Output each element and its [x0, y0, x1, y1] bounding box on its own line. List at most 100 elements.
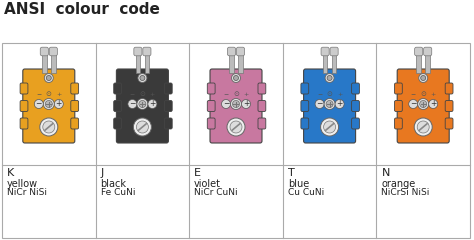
FancyBboxPatch shape	[71, 83, 79, 94]
FancyBboxPatch shape	[394, 118, 402, 129]
Circle shape	[315, 100, 324, 108]
FancyBboxPatch shape	[143, 47, 151, 56]
Text: ⊙: ⊙	[327, 91, 333, 97]
Text: −: −	[410, 100, 416, 108]
FancyBboxPatch shape	[301, 118, 309, 129]
FancyBboxPatch shape	[258, 118, 266, 129]
Text: ⊙: ⊙	[233, 91, 239, 97]
FancyBboxPatch shape	[49, 47, 57, 56]
Circle shape	[414, 118, 432, 136]
FancyBboxPatch shape	[207, 118, 215, 129]
Circle shape	[55, 100, 64, 108]
Text: yellow: yellow	[7, 179, 38, 189]
FancyBboxPatch shape	[20, 83, 28, 94]
Bar	[238, 51, 243, 73]
Circle shape	[133, 118, 151, 136]
Text: E: E	[194, 168, 201, 178]
Circle shape	[325, 73, 334, 83]
Text: +: +	[150, 91, 155, 96]
Text: −: −	[129, 100, 136, 108]
Text: T: T	[288, 168, 294, 178]
FancyBboxPatch shape	[164, 83, 172, 94]
Circle shape	[44, 73, 53, 83]
FancyBboxPatch shape	[23, 69, 75, 143]
FancyBboxPatch shape	[321, 47, 329, 56]
Circle shape	[419, 101, 427, 108]
Circle shape	[327, 76, 332, 80]
FancyBboxPatch shape	[394, 101, 402, 112]
Bar	[332, 51, 337, 73]
Text: +: +	[243, 100, 249, 108]
Circle shape	[324, 98, 335, 109]
Bar	[51, 51, 55, 73]
FancyBboxPatch shape	[207, 83, 215, 94]
Circle shape	[428, 100, 438, 108]
Circle shape	[140, 76, 145, 80]
FancyBboxPatch shape	[237, 47, 245, 56]
FancyBboxPatch shape	[424, 47, 432, 56]
Text: N: N	[382, 168, 390, 178]
FancyBboxPatch shape	[20, 118, 28, 129]
Circle shape	[326, 101, 333, 108]
Text: −: −	[223, 100, 229, 108]
Bar	[426, 51, 430, 73]
Circle shape	[34, 100, 43, 108]
Bar	[42, 51, 46, 73]
Text: −: −	[410, 91, 416, 96]
FancyBboxPatch shape	[301, 83, 309, 94]
Circle shape	[230, 121, 242, 133]
Text: K: K	[7, 168, 14, 178]
Text: violet: violet	[194, 179, 221, 189]
Circle shape	[419, 73, 428, 83]
Circle shape	[231, 73, 240, 83]
FancyBboxPatch shape	[134, 47, 142, 56]
Text: +: +	[149, 100, 155, 108]
FancyBboxPatch shape	[117, 69, 168, 143]
Text: blue: blue	[288, 179, 309, 189]
Bar	[136, 51, 140, 73]
Text: +: +	[243, 91, 249, 96]
FancyBboxPatch shape	[330, 47, 338, 56]
Text: −: −	[36, 100, 42, 108]
Bar	[229, 51, 234, 73]
Circle shape	[409, 100, 418, 108]
Bar	[2, 43, 470, 238]
Text: −: −	[130, 91, 135, 96]
FancyBboxPatch shape	[445, 101, 453, 112]
FancyBboxPatch shape	[114, 118, 121, 129]
FancyBboxPatch shape	[164, 118, 172, 129]
Circle shape	[148, 100, 157, 108]
Bar	[145, 51, 149, 73]
FancyBboxPatch shape	[71, 101, 79, 112]
Text: +: +	[430, 91, 436, 96]
FancyBboxPatch shape	[114, 83, 121, 94]
Circle shape	[418, 98, 428, 109]
Circle shape	[43, 98, 55, 109]
Text: Fe CuNi: Fe CuNi	[100, 188, 135, 197]
FancyBboxPatch shape	[258, 83, 266, 94]
Circle shape	[138, 73, 147, 83]
Circle shape	[230, 98, 241, 109]
Bar	[417, 51, 421, 73]
Circle shape	[137, 98, 148, 109]
Circle shape	[139, 101, 146, 108]
FancyBboxPatch shape	[71, 118, 79, 129]
FancyBboxPatch shape	[352, 83, 359, 94]
FancyBboxPatch shape	[228, 47, 236, 56]
FancyBboxPatch shape	[415, 47, 423, 56]
FancyBboxPatch shape	[394, 83, 402, 94]
Circle shape	[335, 100, 344, 108]
Text: +: +	[430, 100, 437, 108]
Text: +: +	[337, 100, 343, 108]
Text: −: −	[317, 91, 322, 96]
Circle shape	[421, 76, 426, 80]
FancyBboxPatch shape	[258, 101, 266, 112]
FancyBboxPatch shape	[210, 69, 262, 143]
Circle shape	[417, 121, 429, 133]
FancyBboxPatch shape	[164, 101, 172, 112]
FancyBboxPatch shape	[445, 118, 453, 129]
Circle shape	[43, 121, 55, 133]
Circle shape	[324, 121, 336, 133]
Text: +: +	[337, 91, 342, 96]
Text: NiCrSi NiSi: NiCrSi NiSi	[382, 188, 430, 197]
